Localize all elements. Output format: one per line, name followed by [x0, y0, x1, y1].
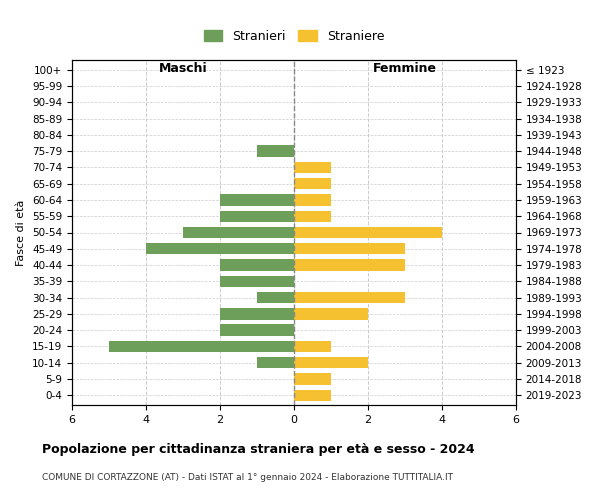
Bar [109, 340, 294, 352]
Bar [294, 194, 331, 205]
Bar [146, 243, 294, 254]
Bar [294, 390, 331, 401]
Bar [294, 260, 405, 270]
Bar [220, 194, 294, 205]
Y-axis label: Fasce di età: Fasce di età [16, 200, 26, 266]
Bar [220, 210, 294, 222]
Bar [294, 227, 442, 238]
Bar [294, 178, 331, 190]
Text: COMUNE DI CORTAZZONE (AT) - Dati ISTAT al 1° gennaio 2024 - Elaborazione TUTTITA: COMUNE DI CORTAZZONE (AT) - Dati ISTAT a… [42, 472, 453, 482]
Bar [294, 292, 405, 304]
Bar [257, 357, 294, 368]
Legend: Stranieri, Straniere: Stranieri, Straniere [199, 25, 389, 48]
Bar [220, 324, 294, 336]
Bar [294, 162, 331, 173]
Bar [294, 340, 331, 352]
Bar [257, 292, 294, 304]
Bar [294, 357, 368, 368]
Bar [220, 308, 294, 320]
Text: Femmine: Femmine [373, 62, 437, 74]
Bar [257, 146, 294, 157]
Bar [294, 374, 331, 384]
Bar [220, 260, 294, 270]
Bar [183, 227, 294, 238]
Bar [294, 243, 405, 254]
Text: Popolazione per cittadinanza straniera per età e sesso - 2024: Popolazione per cittadinanza straniera p… [42, 442, 475, 456]
Bar [220, 276, 294, 287]
Text: Maschi: Maschi [158, 62, 208, 74]
Bar [294, 308, 368, 320]
Bar [294, 210, 331, 222]
